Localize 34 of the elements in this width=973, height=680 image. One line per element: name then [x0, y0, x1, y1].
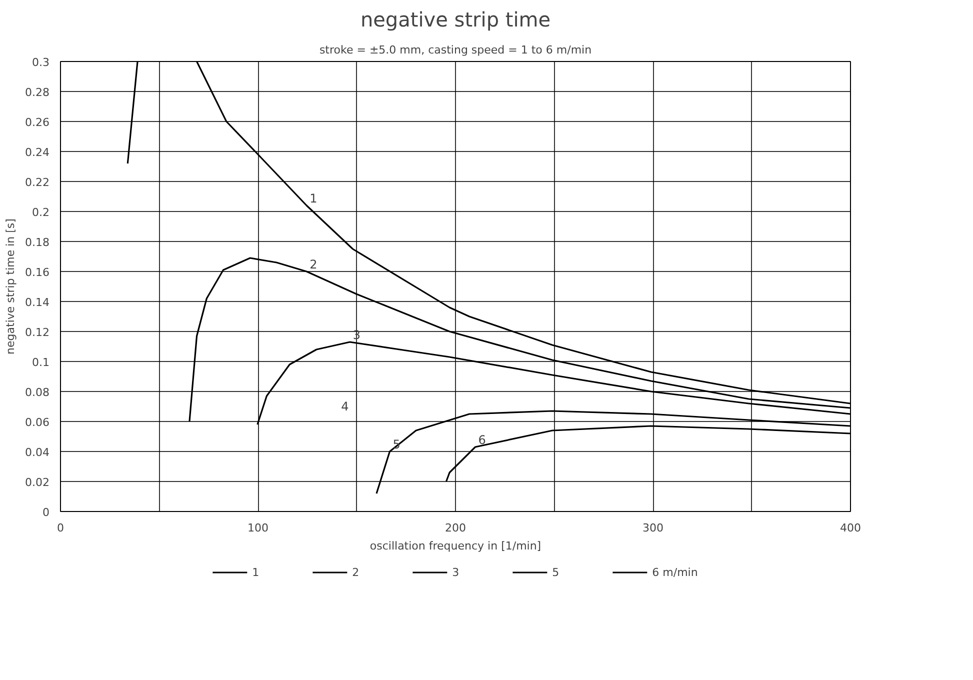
y-tick-label: 0.04	[25, 446, 50, 459]
y-tick-label: 0.22	[25, 176, 50, 189]
x-tick-label: 0	[57, 522, 64, 534]
y-tick-label: 0.18	[25, 236, 50, 249]
x-tick-label: 300	[642, 522, 664, 534]
y-tick-label: 0.02	[25, 476, 50, 489]
annotation: 4	[341, 399, 349, 414]
y-tick-label: 0.14	[25, 296, 50, 309]
y-tick-label: 0.08	[25, 386, 50, 399]
y-tick-label: 0.06	[25, 416, 50, 429]
y-axis-title: negative strip time in [s]	[4, 218, 18, 354]
x-tick-label: 200	[445, 522, 466, 534]
y-tick-label: 0.2	[32, 206, 50, 219]
legend-label: 5	[552, 566, 560, 578]
y-tick-label: 0.12	[25, 326, 50, 339]
annotation: 2	[310, 258, 318, 272]
x-tick-label: 400	[840, 522, 861, 534]
legend-label: 2	[352, 566, 360, 578]
legend-label: 6 m/min	[652, 566, 698, 578]
x-axis-title: oscillation frequency in [1/min]	[370, 540, 542, 552]
annotation: 6	[478, 433, 486, 447]
y-tick-label: 0.28	[25, 86, 50, 99]
y-tick-label: 0.26	[25, 116, 50, 129]
annotation: 1	[310, 192, 318, 206]
y-tick-label: 0.3	[32, 56, 50, 69]
y-tick-label: 0.1	[32, 356, 50, 369]
legend-label: 1	[252, 566, 260, 578]
chart-subtitle: stroke = ±5.0 mm, casting speed = 1 to 6 m/min	[319, 44, 592, 56]
legend-label: 3	[452, 566, 460, 578]
chart-title: negative strip time	[360, 8, 551, 32]
x-tick-label: 100	[248, 522, 268, 534]
y-tick-label: 0	[42, 506, 50, 519]
y-tick-label: 0.16	[25, 266, 50, 279]
y-tick-label: 0.24	[25, 146, 50, 159]
